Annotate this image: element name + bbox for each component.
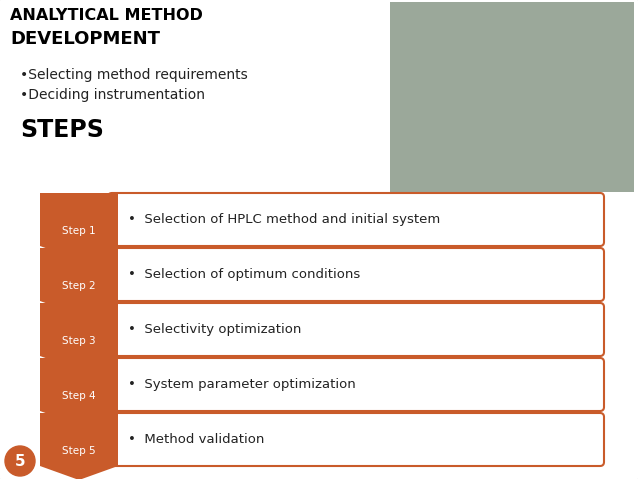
Polygon shape	[40, 358, 118, 425]
Polygon shape	[40, 248, 118, 315]
Text: Step 5: Step 5	[62, 446, 96, 456]
Text: •  Selection of HPLC method and initial system: • Selection of HPLC method and initial s…	[128, 213, 440, 226]
Text: •  Selection of optimum conditions: • Selection of optimum conditions	[128, 268, 360, 281]
Text: 5: 5	[15, 454, 26, 468]
Text: •Deciding instrumentation: •Deciding instrumentation	[20, 88, 205, 102]
FancyBboxPatch shape	[108, 248, 604, 301]
Circle shape	[5, 446, 35, 476]
Polygon shape	[40, 303, 118, 370]
Text: •Selecting method requirements: •Selecting method requirements	[20, 68, 248, 82]
Text: STEPS: STEPS	[20, 118, 104, 142]
Polygon shape	[40, 193, 118, 260]
Text: DEVELOPMENT: DEVELOPMENT	[10, 30, 160, 48]
Text: •  Method validation: • Method validation	[128, 433, 264, 446]
Text: Step 4: Step 4	[62, 391, 96, 401]
Text: •  System parameter optimization: • System parameter optimization	[128, 378, 356, 391]
FancyBboxPatch shape	[108, 193, 604, 246]
FancyBboxPatch shape	[108, 303, 604, 356]
Text: ANALYTICAL METHOD: ANALYTICAL METHOD	[10, 8, 203, 23]
Text: •  Selectivity optimization: • Selectivity optimization	[128, 323, 301, 336]
Text: Step 1: Step 1	[62, 226, 96, 236]
FancyBboxPatch shape	[108, 413, 604, 466]
FancyBboxPatch shape	[108, 358, 604, 411]
Text: Step 3: Step 3	[62, 336, 96, 346]
Polygon shape	[40, 413, 118, 479]
FancyBboxPatch shape	[390, 2, 634, 192]
Text: Step 2: Step 2	[62, 281, 96, 291]
